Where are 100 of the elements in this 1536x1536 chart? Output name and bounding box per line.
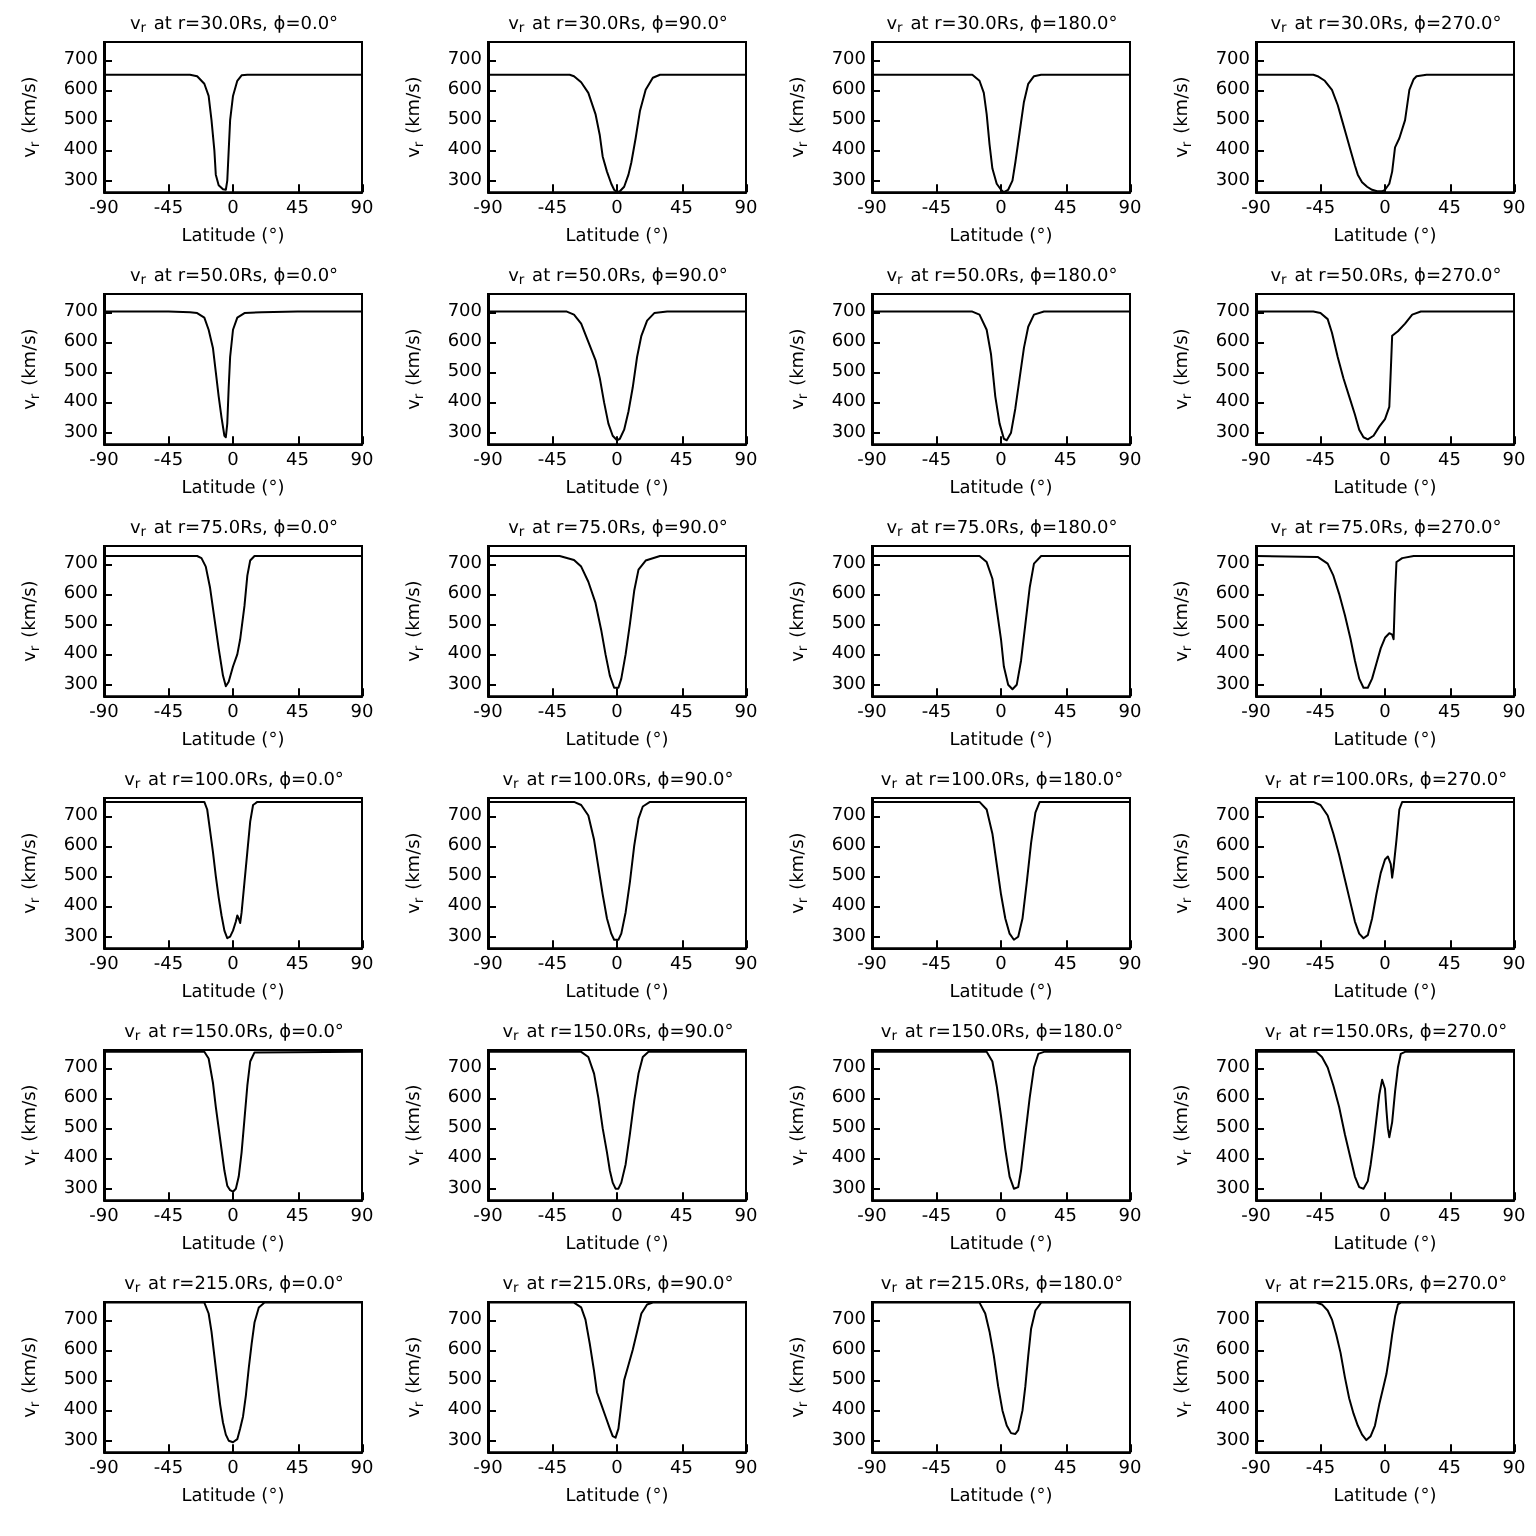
x-tick-label: -90 [1241, 1207, 1272, 1228]
x-tick-label: 0 [227, 1459, 240, 1480]
y-tick-label: 300 [447, 926, 483, 947]
y-tick-label: 400 [63, 644, 99, 665]
x-tick-label: -90 [473, 703, 504, 724]
x-tick-label: 45 [1438, 703, 1461, 724]
y-tick-label: 400 [1215, 896, 1251, 917]
y-tick-label: 500 [1215, 110, 1251, 131]
x-tick-label: 45 [670, 955, 693, 976]
y-tick-label: 500 [63, 1370, 99, 1391]
y-tick-label: 500 [831, 1118, 867, 1139]
x-tick-label: -45 [537, 955, 568, 976]
y-tick-label: 500 [447, 110, 483, 131]
x-tick-label: -90 [1241, 703, 1272, 724]
y-tick-label: 600 [63, 331, 99, 352]
x-tick-label: -45 [153, 1207, 184, 1228]
x-tick-label: 0 [611, 1459, 624, 1480]
x-axis-title: Latitude (°) [949, 731, 1053, 751]
x-tick-label: 90 [1118, 199, 1142, 220]
x-tick-label: 0 [995, 199, 1008, 220]
x-tick-label: 45 [1054, 1459, 1077, 1480]
y-tick-label: 500 [63, 866, 99, 887]
y-tick-label: 700 [447, 1309, 483, 1330]
y-tick-label: 700 [63, 1057, 99, 1078]
x-tick-label: 0 [1379, 1459, 1392, 1480]
y-tick-label: 700 [831, 553, 867, 574]
y-tick-label: 600 [831, 835, 867, 856]
x-tick-label: 45 [286, 1459, 309, 1480]
x-tick-label: 45 [286, 703, 309, 724]
x-axis-title: Latitude (°) [181, 227, 285, 247]
x-tick-label: 0 [995, 955, 1008, 976]
y-tick-label: 700 [447, 1057, 483, 1078]
x-axis-title: Latitude (°) [565, 227, 669, 247]
y-tick-label: 700 [63, 553, 99, 574]
y-tick-label: 500 [831, 866, 867, 887]
x-axis-title: Latitude (°) [181, 1487, 285, 1507]
y-tick-label: 400 [831, 140, 867, 161]
y-tick-label: 600 [447, 835, 483, 856]
y-tick-label: 300 [1215, 1178, 1251, 1199]
y-tick-label: 400 [447, 1148, 483, 1169]
x-tick-label: 90 [734, 451, 758, 472]
y-tick-label: 500 [831, 614, 867, 635]
y-tick-label: 700 [1215, 301, 1251, 322]
x-tick-label: -45 [1305, 703, 1336, 724]
x-tick-label: -45 [921, 955, 952, 976]
y-tick-label: 500 [1215, 362, 1251, 383]
y-tick-label: 300 [447, 422, 483, 443]
x-tick-label: -90 [89, 703, 120, 724]
y-tick-label: 600 [1215, 583, 1251, 604]
x-tick-label: 45 [286, 955, 309, 976]
y-tick-label: 700 [831, 805, 867, 826]
y-tick-label: 600 [1215, 331, 1251, 352]
y-tick-label: 300 [831, 1430, 867, 1451]
y-tick-label: 300 [831, 926, 867, 947]
x-tick-label: -90 [857, 1207, 888, 1228]
y-tick-label: 600 [831, 1087, 867, 1108]
x-tick-label: 45 [670, 1207, 693, 1228]
y-tick-label: 500 [63, 1118, 99, 1139]
y-tick-label: 300 [831, 674, 867, 695]
y-tick-label: 500 [63, 362, 99, 383]
x-tick-label: 90 [1118, 1459, 1142, 1480]
x-tick-label: 45 [1054, 451, 1077, 472]
x-tick-label: -45 [537, 451, 568, 472]
x-tick-label: -45 [537, 1207, 568, 1228]
x-tick-label: 45 [286, 199, 309, 220]
x-axis-title: Latitude (°) [181, 731, 285, 751]
y-tick-label: 600 [831, 79, 867, 100]
y-tick-label: 400 [63, 1400, 99, 1421]
y-tick-label: 700 [1215, 1309, 1251, 1330]
x-axis-title: Latitude (°) [565, 1235, 669, 1255]
x-tick-label: -45 [153, 451, 184, 472]
x-tick-label: -90 [1241, 955, 1272, 976]
y-tick-label: 400 [831, 1400, 867, 1421]
x-tick-label: -45 [1305, 451, 1336, 472]
y-tick-label: 700 [831, 1057, 867, 1078]
x-tick-label: -90 [89, 199, 120, 220]
y-tick-label: 300 [447, 170, 483, 191]
y-tick-label: 400 [63, 896, 99, 917]
x-tick-label: -45 [1305, 955, 1336, 976]
x-tick-label: -90 [473, 199, 504, 220]
x-tick-label: -90 [857, 703, 888, 724]
x-tick-label: -45 [1305, 199, 1336, 220]
y-tick-label: 500 [447, 866, 483, 887]
y-tick-label: 600 [1215, 79, 1251, 100]
x-tick-label: -45 [921, 1207, 952, 1228]
x-tick-label: -45 [153, 703, 184, 724]
x-tick-label: 90 [1502, 199, 1526, 220]
x-tick-label: 0 [1379, 703, 1392, 724]
y-tick-label: 500 [831, 1370, 867, 1391]
y-tick-label: 300 [1215, 674, 1251, 695]
y-tick-label: 600 [63, 835, 99, 856]
y-tick-label: 600 [63, 79, 99, 100]
y-tick-label: 300 [447, 674, 483, 695]
x-tick-label: 90 [1502, 703, 1526, 724]
y-tick-label: 700 [63, 805, 99, 826]
y-tick-label: 300 [63, 1178, 99, 1199]
y-tick-label: 300 [831, 1178, 867, 1199]
x-tick-label: 0 [995, 703, 1008, 724]
y-tick-label: 300 [63, 674, 99, 695]
x-tick-label: -90 [1241, 451, 1272, 472]
